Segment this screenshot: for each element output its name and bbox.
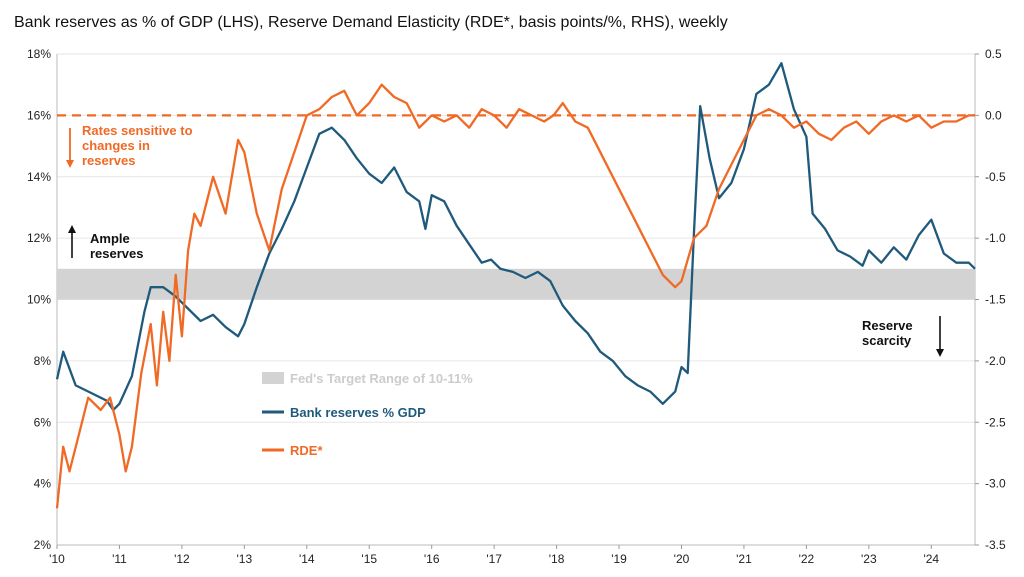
right-tick-label: -3.5: [985, 538, 1006, 552]
right-tick-label: -2.5: [985, 415, 1006, 429]
x-tick-label: '10: [49, 552, 65, 566]
x-axis-ticks: '10 '11 '12 '13 '14 '15 '16 '17 '18 '19 '20 '21 '22 '…: [49, 545, 939, 566]
x-tick-label: '21: [736, 552, 752, 566]
legend-label-target-range: Fed's Target Range of 10-11%: [290, 371, 473, 386]
x-tick-label: '15: [361, 552, 377, 566]
x-tick-label: '18: [549, 552, 565, 566]
x-tick-label: '20: [674, 552, 690, 566]
x-tick-label: '16: [424, 552, 440, 566]
legend-swatch-target-range: [262, 372, 284, 384]
x-tick-label: '22: [799, 552, 815, 566]
right-tick-label: -3.0: [985, 477, 1006, 491]
chart-title: Bank reserves as % of GDP (LHS), Reserve…: [14, 14, 728, 31]
series-line-bank-reserves: [55, 62, 976, 412]
series-line-rde: [55, 83, 975, 509]
annotation-ample-reserves: Ample reserves: [68, 225, 144, 261]
x-tick-label: '12: [174, 552, 190, 566]
right-tick-label: 0.5: [985, 47, 1002, 61]
left-tick-label: 10%: [27, 293, 51, 307]
x-tick-label: '13: [237, 552, 253, 566]
x-tick-label: '19: [611, 552, 627, 566]
legend-label-bank-reserves: Bank reserves % GDP: [290, 405, 426, 420]
right-tick-label: -0.5: [985, 170, 1006, 184]
annotation-rates-sensitive-text: Rates sensitive to changes in reserves: [82, 123, 193, 168]
right-tick-label: -1.0: [985, 231, 1006, 245]
left-tick-label: 2%: [34, 538, 52, 552]
left-tick-label: 14%: [27, 170, 51, 184]
right-tick-label: 0.0: [985, 108, 1002, 122]
x-tick-label: '17: [486, 552, 502, 566]
left-tick-label: 16%: [27, 108, 51, 122]
x-tick-label: '23: [861, 552, 877, 566]
x-tick-label: '14: [299, 552, 315, 566]
left-tick-label: 4%: [34, 477, 52, 491]
annotation-reserve-scarcity-text: Reserve scarcity: [862, 318, 913, 348]
left-tick-label: 18%: [27, 47, 51, 61]
left-tick-label: 6%: [34, 415, 52, 429]
right-tick-label: -1.5: [985, 293, 1006, 307]
x-tick-label: '24: [923, 552, 939, 566]
legend-label-rde: RDE*: [290, 443, 323, 458]
right-axis-ticks: -3.5 -3.0 -2.5 -2.0 -1.5 -1.0 -0.5 0.0 0.5: [975, 47, 1006, 552]
annotation-reserve-scarcity: Reserve scarcity: [862, 316, 944, 357]
right-tick-label: -2.0: [985, 354, 1006, 368]
annotation-ample-reserves-text: Ample reserves: [90, 231, 144, 261]
left-tick-label: 12%: [27, 231, 51, 245]
x-tick-label: '11: [112, 552, 127, 566]
left-axis-ticks: 2% 4% 6% 8% 10% 12% 14% 16% 18%: [27, 47, 51, 552]
annotation-rates-sensitive: Rates sensitive to changes in reserves: [66, 123, 193, 168]
left-tick-label: 8%: [34, 354, 52, 368]
